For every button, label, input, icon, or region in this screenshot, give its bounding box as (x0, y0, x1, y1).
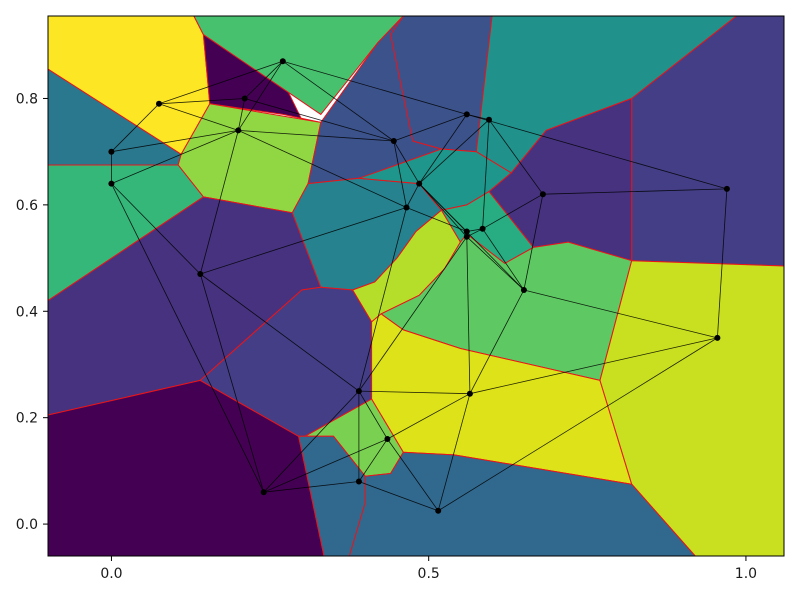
delaunay-edge-32 (358, 207, 407, 392)
data-point-1 (241, 95, 248, 102)
delaunay-edge-29 (418, 183, 525, 291)
data-point-22 (260, 489, 267, 496)
data-point-10 (403, 204, 410, 211)
delaunay-edge-31 (200, 207, 407, 275)
delaunay-edge-19 (393, 140, 420, 184)
delaunay-edge-22 (418, 114, 468, 184)
delaunay-edge-53 (469, 337, 718, 395)
data-point-15 (479, 225, 486, 232)
delaunay-edge-55 (437, 393, 471, 511)
delaunay-edge-43 (418, 183, 468, 238)
x-tick-label-2: 1.0 (735, 566, 757, 582)
delaunay-edge-24 (418, 119, 490, 184)
data-point-19 (466, 390, 473, 397)
y-tick-label-4: 0.8 (16, 91, 38, 107)
delaunay-edge-23 (466, 114, 728, 190)
delaunay-edge-42 (358, 236, 468, 392)
y-tick-label-3: 0.6 (16, 198, 38, 214)
delaunay-edge-10 (111, 130, 239, 153)
y-axis: 0.0 0.2 0.4 0.6 0.8 (16, 91, 48, 533)
delaunay-edge-27 (406, 183, 420, 208)
delaunay-edge-46 (523, 289, 718, 339)
x-tick-label-1: 0.5 (418, 566, 440, 582)
delaunay-edge-13 (238, 130, 394, 142)
data-point-23 (355, 478, 362, 485)
delaunay-edges (111, 60, 728, 512)
delaunay-edge-34 (482, 193, 544, 230)
data-point-7 (463, 111, 470, 118)
data-point-21 (384, 436, 391, 442)
y-tick-label-1: 0.2 (16, 411, 38, 427)
data-point-16 (520, 287, 527, 293)
data-point-13 (463, 228, 470, 235)
data-point-14 (463, 233, 470, 240)
delaunay-edge-7 (244, 98, 394, 142)
delaunay-edge-51 (263, 390, 360, 493)
delaunay-edge-17 (111, 183, 265, 493)
y-tick-label-0: 0.0 (16, 517, 38, 533)
data-point-12 (723, 185, 730, 192)
delaunay-edge-16 (111, 183, 201, 275)
data-point-20 (714, 334, 721, 341)
delaunay-edge-40 (466, 236, 525, 291)
data-point-8 (486, 116, 492, 123)
data-point-18 (355, 388, 362, 395)
data-point-0 (279, 58, 286, 65)
delaunay-edge-49 (358, 390, 470, 395)
delaunay-edge-47 (200, 273, 360, 392)
delaunay-edge-14 (238, 130, 407, 208)
delaunay-edge-50 (358, 390, 388, 440)
plot-frame (47, 15, 785, 557)
delaunay-edge-54 (387, 393, 471, 440)
delaunay-edge-2 (237, 60, 284, 131)
delaunay-edge-18 (393, 114, 467, 142)
voronoi-cell-2 (193, 16, 404, 116)
delaunay-edge-45 (469, 289, 525, 394)
x-tick-label-0: 0.0 (100, 566, 122, 582)
delaunay-edge-8 (158, 103, 239, 131)
delaunay-edge-1 (158, 60, 283, 105)
data-point-6 (390, 138, 397, 144)
delaunay-edge-57 (358, 438, 388, 482)
data-point-5 (108, 180, 115, 187)
delaunay-edge-26 (488, 119, 544, 195)
delaunay-edge-12 (199, 130, 239, 275)
delaunay-edge-3 (282, 60, 395, 142)
delaunay-edge-35 (523, 194, 544, 291)
delaunay-edge-6 (237, 98, 246, 131)
delaunay-edge-9 (111, 103, 160, 152)
data-point-11 (539, 191, 546, 198)
delaunay-edge-59 (263, 438, 388, 493)
data-point-9 (416, 180, 423, 187)
data-points (108, 58, 730, 514)
delaunay-edge-56 (437, 337, 718, 512)
delaunay-edge-58 (387, 438, 439, 512)
delaunay-edge-11 (111, 130, 239, 184)
delaunay-edge-44 (482, 228, 525, 291)
data-point-17 (197, 271, 204, 277)
data-point-2 (156, 100, 162, 107)
y-tick-label-2: 0.4 (16, 304, 38, 320)
x-axis: 0.0 0.5 1.0 (100, 556, 757, 582)
data-point-4 (108, 148, 115, 155)
delaunay-edge-5 (158, 98, 245, 105)
delaunay-edge-41 (466, 236, 471, 394)
voronoi-cell-23 (348, 451, 696, 556)
delaunay-edge-36 (717, 188, 728, 338)
data-point-3 (235, 127, 242, 134)
delaunay-edge-4 (282, 60, 467, 115)
delaunay-edge-33 (542, 188, 727, 195)
delaunay-edge-20 (393, 140, 407, 208)
data-point-24 (435, 507, 442, 514)
delaunay-edge-0 (244, 60, 284, 99)
delaunay-edge-61 (358, 481, 439, 512)
delaunay-edge-48 (199, 273, 265, 493)
delaunay-edge-25 (482, 119, 490, 229)
delaunay-edge-30 (406, 207, 467, 232)
delaunay-edge-60 (263, 481, 359, 493)
voronoi-cells (48, 16, 784, 556)
